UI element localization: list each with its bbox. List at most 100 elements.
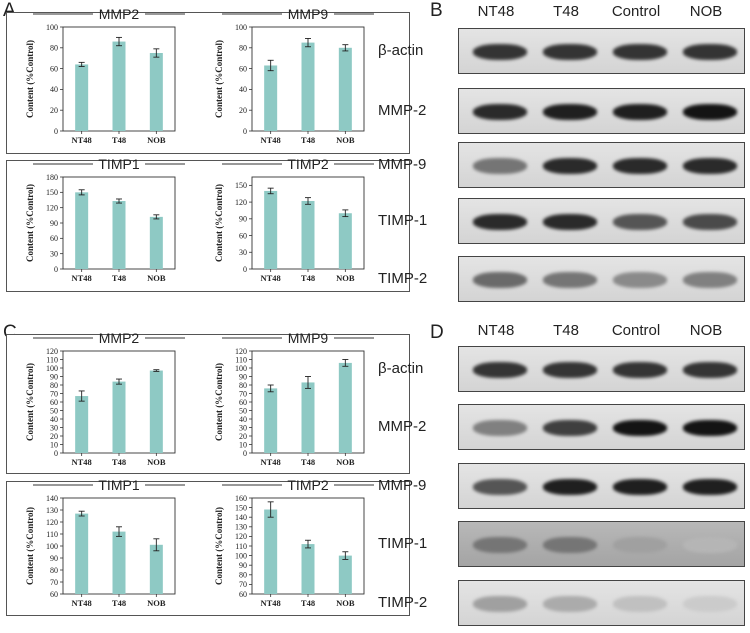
blot-band bbox=[683, 272, 737, 288]
bar bbox=[301, 200, 315, 269]
y-tick-label: 140 bbox=[235, 513, 247, 522]
y-tick-label: 20 bbox=[50, 106, 58, 115]
blot-band bbox=[473, 420, 527, 436]
blot-band bbox=[683, 44, 737, 60]
bar bbox=[301, 42, 315, 131]
y-tick-label: 60 bbox=[239, 590, 247, 599]
y-tick-label: 150 bbox=[46, 188, 58, 197]
blot-band bbox=[683, 479, 737, 495]
panel-letter-b: B bbox=[430, 0, 443, 21]
blot-band bbox=[683, 362, 737, 378]
blot-band bbox=[473, 44, 527, 60]
blot-band bbox=[613, 272, 667, 288]
y-tick-label: 40 bbox=[50, 85, 58, 94]
y-tick-label: 70 bbox=[239, 389, 247, 398]
y-tick-label: 120 bbox=[46, 347, 58, 356]
y-tick-label: 90 bbox=[239, 215, 247, 224]
y-tick-label: 60 bbox=[239, 398, 247, 407]
bar-chart-a-timp2: TIMP2 0 30 60 90 120 150 Content (%Control) NT48… bbox=[214, 156, 374, 283]
bar-chart-c-timp1: TIMP1 60 70 80 90 100 110 120 130 140 Content (%Co… bbox=[25, 477, 185, 608]
y-tick-label: 60 bbox=[50, 398, 58, 407]
blot-band bbox=[613, 479, 667, 495]
bar bbox=[149, 53, 163, 131]
chart-title: MMP2 bbox=[99, 330, 140, 346]
blot-band bbox=[683, 158, 737, 174]
bar bbox=[338, 555, 352, 594]
blot-band bbox=[473, 479, 527, 495]
blot-strip bbox=[458, 463, 745, 509]
blot-band bbox=[473, 596, 527, 612]
blot-row-label: β-actin bbox=[378, 360, 424, 377]
lane-header: T48 bbox=[553, 322, 579, 339]
blot-band bbox=[613, 420, 667, 436]
x-tick-label: T48 bbox=[112, 457, 126, 467]
lane-header: Control bbox=[611, 322, 661, 339]
x-tick-label: NT48 bbox=[261, 598, 281, 608]
bar bbox=[112, 41, 126, 132]
y-tick-label: 0 bbox=[243, 127, 247, 136]
y-tick-label: 80 bbox=[239, 44, 247, 53]
y-axis-label: Content (%Control) bbox=[214, 363, 224, 441]
y-tick-label: 130 bbox=[235, 523, 247, 532]
y-tick-label: 20 bbox=[50, 432, 58, 441]
bar bbox=[112, 531, 126, 594]
blot-row-label: MMP-9 bbox=[378, 477, 427, 494]
blot-strip bbox=[458, 580, 745, 626]
lane-header: NT48 bbox=[477, 3, 515, 20]
y-tick-label: 30 bbox=[50, 423, 58, 432]
y-tick-label: 150 bbox=[235, 181, 247, 190]
bar bbox=[264, 388, 278, 453]
y-tick-label: 60 bbox=[239, 231, 247, 240]
bar bbox=[301, 544, 315, 594]
y-tick-label: 80 bbox=[50, 44, 58, 53]
blot-strip bbox=[458, 404, 745, 450]
y-tick-label: 130 bbox=[46, 506, 58, 515]
blot-band bbox=[473, 158, 527, 174]
bar bbox=[75, 192, 89, 269]
x-tick-label: NOB bbox=[147, 598, 166, 608]
y-tick-label: 70 bbox=[50, 389, 58, 398]
bar bbox=[75, 396, 89, 453]
y-tick-label: 0 bbox=[54, 127, 58, 136]
blot-band bbox=[613, 104, 667, 120]
y-tick-label: 120 bbox=[235, 347, 247, 356]
chart-title: TIMP2 bbox=[287, 156, 328, 172]
y-axis-label: Content (%Control) bbox=[214, 184, 224, 262]
y-tick-label: 60 bbox=[239, 64, 247, 73]
blot-strip bbox=[458, 142, 745, 188]
y-tick-label: 90 bbox=[50, 554, 58, 563]
blot-band bbox=[613, 44, 667, 60]
y-tick-label: 120 bbox=[46, 518, 58, 527]
y-tick-label: 160 bbox=[235, 494, 247, 503]
x-tick-label: NT48 bbox=[72, 598, 92, 608]
lane-header: NOB bbox=[689, 322, 723, 339]
blot-band bbox=[613, 596, 667, 612]
bar bbox=[338, 362, 352, 453]
blot-band bbox=[683, 537, 737, 553]
blot-strip bbox=[458, 198, 745, 244]
chart-title: MMP9 bbox=[288, 330, 329, 346]
blot-band bbox=[543, 420, 597, 436]
blot-band bbox=[683, 596, 737, 612]
chart-group-c-bottom bbox=[6, 481, 410, 616]
y-tick-label: 0 bbox=[243, 265, 247, 274]
blot-row-label: TIMP-2 bbox=[378, 594, 428, 611]
x-tick-label: T48 bbox=[301, 273, 315, 283]
y-tick-label: 60 bbox=[50, 590, 58, 599]
bar bbox=[264, 509, 278, 594]
blot-row-label: MMP-2 bbox=[378, 418, 427, 435]
lane-header: T48 bbox=[553, 3, 579, 20]
blot-row-label: TIMP-1 bbox=[378, 212, 428, 229]
blot-band bbox=[543, 104, 597, 120]
x-tick-label: NT48 bbox=[72, 273, 92, 283]
x-tick-label: NOB bbox=[147, 457, 166, 467]
bar bbox=[149, 544, 163, 594]
blot-strip bbox=[458, 28, 745, 74]
x-tick-label: NOB bbox=[336, 457, 355, 467]
y-tick-label: 80 bbox=[239, 381, 247, 390]
x-tick-label: NOB bbox=[147, 135, 166, 145]
y-tick-label: 60 bbox=[50, 64, 58, 73]
x-tick-label: NT48 bbox=[261, 273, 281, 283]
